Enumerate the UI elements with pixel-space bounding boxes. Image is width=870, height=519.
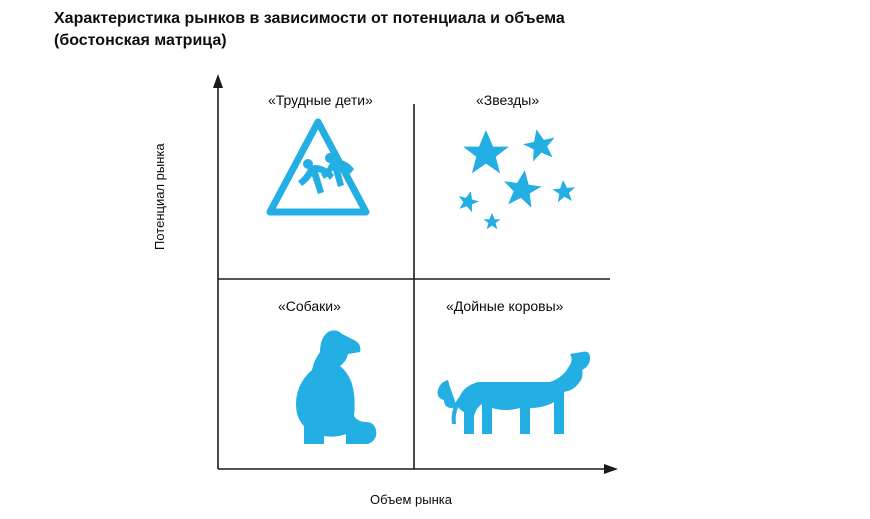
title-line-2: (бостонская матрица): [54, 32, 227, 49]
page-title: Характеристика рынков в зависимости от п…: [54, 8, 565, 51]
x-axis-label: Объем рынка: [370, 492, 452, 507]
bcg-matrix: «Трудные дети» «Звезды» «Собаки» «Дойные…: [188, 74, 618, 469]
quadrant-label-question-marks: «Трудные дети»: [268, 92, 373, 108]
page: Характеристика рынков в зависимости от п…: [0, 0, 870, 519]
stars-cluster-icon: [436, 110, 586, 240]
warning-children-icon: [264, 116, 372, 226]
quadrant-label-cash-cows: «Дойные коровы»: [446, 298, 563, 314]
y-axis-label: Потенциал рынка: [152, 143, 167, 250]
cow-silhouette-icon: [434, 342, 594, 447]
quadrant-label-stars: «Звезды»: [476, 92, 539, 108]
quadrant-label-dogs: «Собаки»: [278, 298, 341, 314]
dog-sitting-icon: [274, 326, 384, 446]
title-line-1: Характеристика рынков в зависимости от п…: [54, 10, 565, 27]
